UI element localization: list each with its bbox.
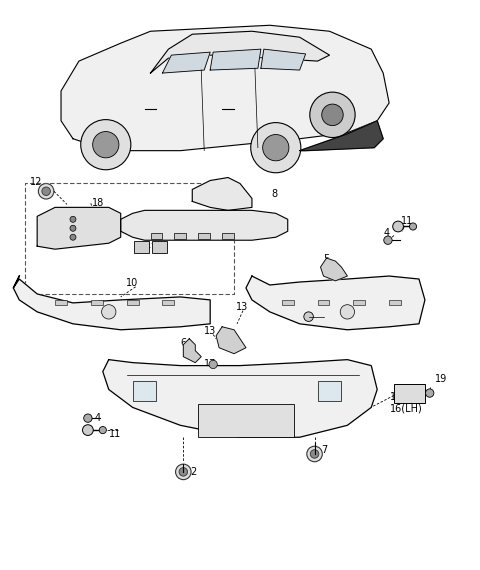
Circle shape <box>102 305 116 319</box>
Bar <box>55 300 67 305</box>
Circle shape <box>426 389 434 397</box>
Bar <box>152 242 167 253</box>
Bar <box>151 233 162 239</box>
Circle shape <box>310 92 355 137</box>
Bar <box>127 300 139 305</box>
Bar <box>318 300 329 305</box>
Circle shape <box>83 425 93 435</box>
Text: 16(LH): 16(LH) <box>390 404 423 414</box>
Circle shape <box>340 305 355 319</box>
Text: 1: 1 <box>144 240 151 250</box>
Bar <box>394 384 425 402</box>
Polygon shape <box>246 276 425 330</box>
Polygon shape <box>216 327 246 353</box>
Circle shape <box>84 414 92 422</box>
Circle shape <box>304 312 313 321</box>
Circle shape <box>409 223 417 230</box>
Circle shape <box>42 187 50 196</box>
Text: 17: 17 <box>204 360 216 369</box>
Circle shape <box>251 123 301 173</box>
Polygon shape <box>192 177 252 210</box>
Polygon shape <box>151 31 329 73</box>
Polygon shape <box>210 49 261 70</box>
Text: 10: 10 <box>125 278 138 288</box>
Text: 20: 20 <box>306 307 318 317</box>
Polygon shape <box>103 360 377 437</box>
Text: 13: 13 <box>236 302 248 312</box>
Circle shape <box>70 225 76 231</box>
Text: 12: 12 <box>30 177 42 187</box>
Text: 3: 3 <box>410 289 417 299</box>
Circle shape <box>176 464 191 479</box>
Bar <box>282 300 294 305</box>
Text: 5: 5 <box>324 254 330 264</box>
Text: 8: 8 <box>271 189 277 199</box>
Text: 13: 13 <box>204 326 216 336</box>
Circle shape <box>70 217 76 222</box>
Circle shape <box>209 360 217 369</box>
Circle shape <box>93 132 119 158</box>
Bar <box>174 233 186 239</box>
Circle shape <box>81 120 131 170</box>
Bar <box>222 233 234 239</box>
Text: 11: 11 <box>401 216 413 226</box>
Polygon shape <box>120 210 288 240</box>
Polygon shape <box>321 258 348 281</box>
Circle shape <box>179 467 188 476</box>
Bar <box>353 300 365 305</box>
Text: 4: 4 <box>383 228 389 238</box>
Circle shape <box>38 184 54 199</box>
Circle shape <box>307 446 323 462</box>
Bar <box>318 381 341 401</box>
Bar <box>132 381 156 401</box>
Bar <box>198 233 210 239</box>
Bar <box>162 300 174 305</box>
Text: 6: 6 <box>180 338 186 348</box>
Circle shape <box>384 236 392 245</box>
Polygon shape <box>61 25 389 150</box>
Text: 2: 2 <box>190 467 196 477</box>
Bar <box>91 300 103 305</box>
Text: 11: 11 <box>109 429 121 439</box>
Circle shape <box>99 426 107 434</box>
Bar <box>134 242 149 253</box>
Polygon shape <box>300 121 383 150</box>
Text: 18: 18 <box>92 198 104 208</box>
Circle shape <box>393 221 404 232</box>
Text: 4: 4 <box>95 413 101 423</box>
Text: 14: 14 <box>222 341 234 352</box>
Text: 9: 9 <box>271 228 277 238</box>
Polygon shape <box>183 339 201 363</box>
Text: 7: 7 <box>321 445 327 455</box>
Text: 15(RH): 15(RH) <box>390 392 425 402</box>
Circle shape <box>322 104 343 125</box>
Circle shape <box>310 450 319 458</box>
Text: 1: 1 <box>98 210 104 220</box>
Polygon shape <box>162 52 210 73</box>
Text: 19: 19 <box>434 374 447 384</box>
Bar <box>389 300 401 305</box>
Bar <box>198 405 294 437</box>
Polygon shape <box>13 276 210 330</box>
Circle shape <box>70 234 76 240</box>
Polygon shape <box>37 207 120 249</box>
Circle shape <box>263 135 289 161</box>
Polygon shape <box>261 49 306 70</box>
